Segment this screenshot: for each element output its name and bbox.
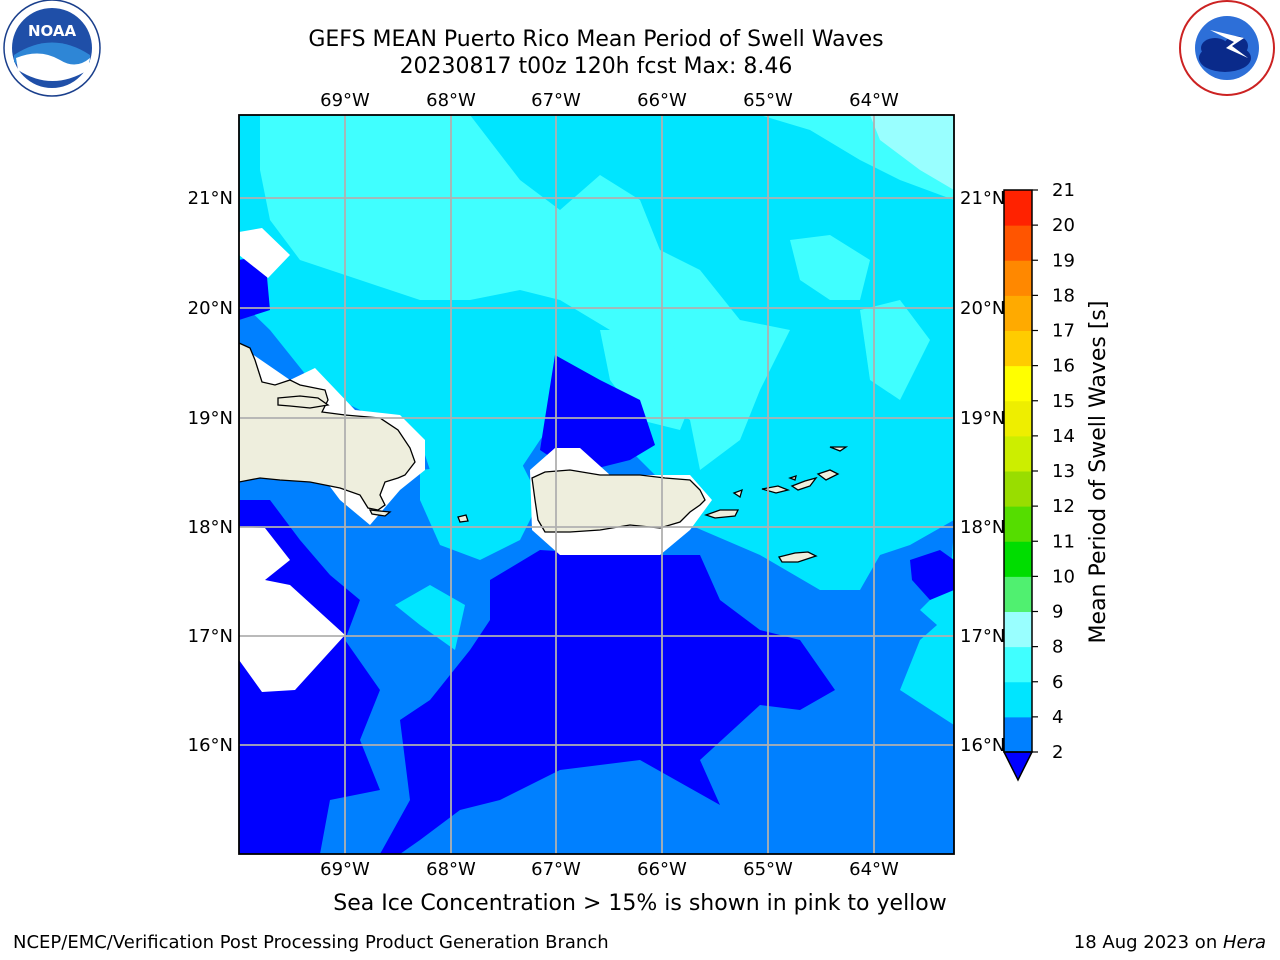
lon-tick-label: 64°W [849,90,899,111]
footer-date: 18 Aug 2023 on Hera [1074,932,1266,953]
colorbar: 2 4 6 8 9 10 11 12 13 14 15 16 17 18 19 20 21 [1002,180,1075,782]
lon-tick-label: 68°W [426,90,476,111]
saona-island [368,509,392,517]
virgin-islands-st-thomas [761,485,791,494]
colorbar-segment [1004,330,1032,367]
lat-tick-label: 18°N [188,517,233,538]
lat-tick-label: 19°N [960,408,1005,429]
mona-island [457,514,469,523]
lon-tick-label: 68°W [426,859,476,880]
colorbar-segment [1004,365,1032,402]
lat-tick-label: 21°N [960,188,1005,209]
colorbar-tick-label: 16 [1052,356,1075,377]
colorbar-segment [1004,400,1032,437]
colorbar-tick-label: 12 [1052,496,1075,517]
lat-tick-label: 16°N [960,735,1005,756]
lat-tick-label: 20°N [960,298,1005,319]
colorbar-segment [1004,190,1032,226]
colorbar-tick-label: 21 [1052,180,1075,201]
anegada-island [829,446,849,452]
national-weather-service-logo [1179,0,1275,96]
colorbar-tick-label: 6 [1052,672,1063,693]
virgin-gorda [816,469,840,481]
colorbar-segment [1004,681,1032,718]
footer-date-text: 18 Aug 2023 on [1073,932,1223,953]
map-frame [238,114,955,855]
lon-tick-label: 65°W [743,90,793,111]
colorbar-segment [1004,506,1032,542]
lon-tick-label: 64°W [849,859,899,880]
lon-ticks-top: 69°W 68°W 67°W 66°W 65°W 64°W [320,90,899,111]
culebra-island [732,488,743,499]
small-island-1 [788,475,797,481]
lat-tick-label: 19°N [188,408,233,429]
lon-tick-label: 69°W [320,90,370,111]
colorbar-tick-label: 15 [1052,391,1075,412]
colorbar-tick-label: 10 [1052,566,1075,587]
lon-tick-label: 69°W [320,859,370,880]
colorbar-segment [1004,646,1032,683]
colorbar-segment [1004,716,1032,753]
st-croix [777,551,818,563]
colorbar-tick-label: 2 [1052,742,1063,763]
colorbar-tick-label: 19 [1052,250,1075,271]
colorbar-segment [1004,295,1032,331]
lat-tick-label: 20°N [188,298,233,319]
map-gridlines [239,115,954,854]
vieques-island [704,509,740,519]
colorbar-tick-label: 18 [1052,285,1075,306]
lat-tick-label: 18°N [960,517,1005,538]
lat-tick-label: 17°N [960,626,1005,647]
lon-tick-label: 65°W [743,859,793,880]
colorbar-tick-label: 13 [1052,461,1075,482]
hispaniola [239,342,416,511]
lat-ticks-left: 21°N 20°N 19°N 18°N 17°N 16°N [188,188,233,756]
lat-tick-label: 16°N [188,735,233,756]
colorbar-segment [1004,541,1032,577]
colorbar-segment [1004,576,1032,612]
colorbar-segment [1004,435,1032,472]
colorbar-tick-label: 9 [1052,602,1063,623]
map-title: GEFS MEAN Puerto Rico Mean Period of Swe… [308,27,884,52]
colorbar-tick-label: 4 [1052,707,1063,728]
lon-tick-label: 67°W [531,859,581,880]
colorbar-tick-label: 17 [1052,321,1075,342]
colorbar-tick-label: 8 [1052,637,1063,658]
colorbar-tick-label: 14 [1052,426,1075,447]
lon-tick-label: 66°W [637,90,687,111]
puerto-rico [531,469,706,533]
map-subtitle: 20230817 t00z 120h fcst Max: 8.46 [399,54,793,79]
noaa-logo: NOAA [3,0,101,97]
colorbar-underflow [1002,751,1034,782]
colorbar-segment [1004,225,1032,261]
colorbar-tick-label: 11 [1052,531,1075,552]
noaa-logo-text: NOAA [28,22,77,40]
sea-ice-caption: Sea Ice Concentration > 15% is shown in … [333,891,947,916]
colorbar-label: Mean Period of Swell Waves [s] [1086,301,1111,644]
virgin-islands-tortola [790,476,818,491]
lat-tick-label: 17°N [188,626,233,647]
lon-tick-label: 66°W [637,859,687,880]
lat-ticks-right: 21°N 20°N 19°N 18°N 17°N 16°N [960,188,1005,756]
footer-branch: NCEP/EMC/Verification Post Processing Pr… [13,932,609,953]
tortuga-island [277,395,330,409]
colorbar-segment [1004,611,1032,648]
lat-tick-label: 21°N [188,188,233,209]
footer-host: Hera [1222,932,1266,953]
colorbar-segment [1004,260,1032,296]
lon-tick-label: 67°W [531,90,581,111]
colorbar-tick-label: 20 [1052,215,1075,236]
colorbar-segment [1004,471,1032,507]
lon-ticks-bottom: 69°W 68°W 67°W 66°W 65°W 64°W [320,859,899,880]
